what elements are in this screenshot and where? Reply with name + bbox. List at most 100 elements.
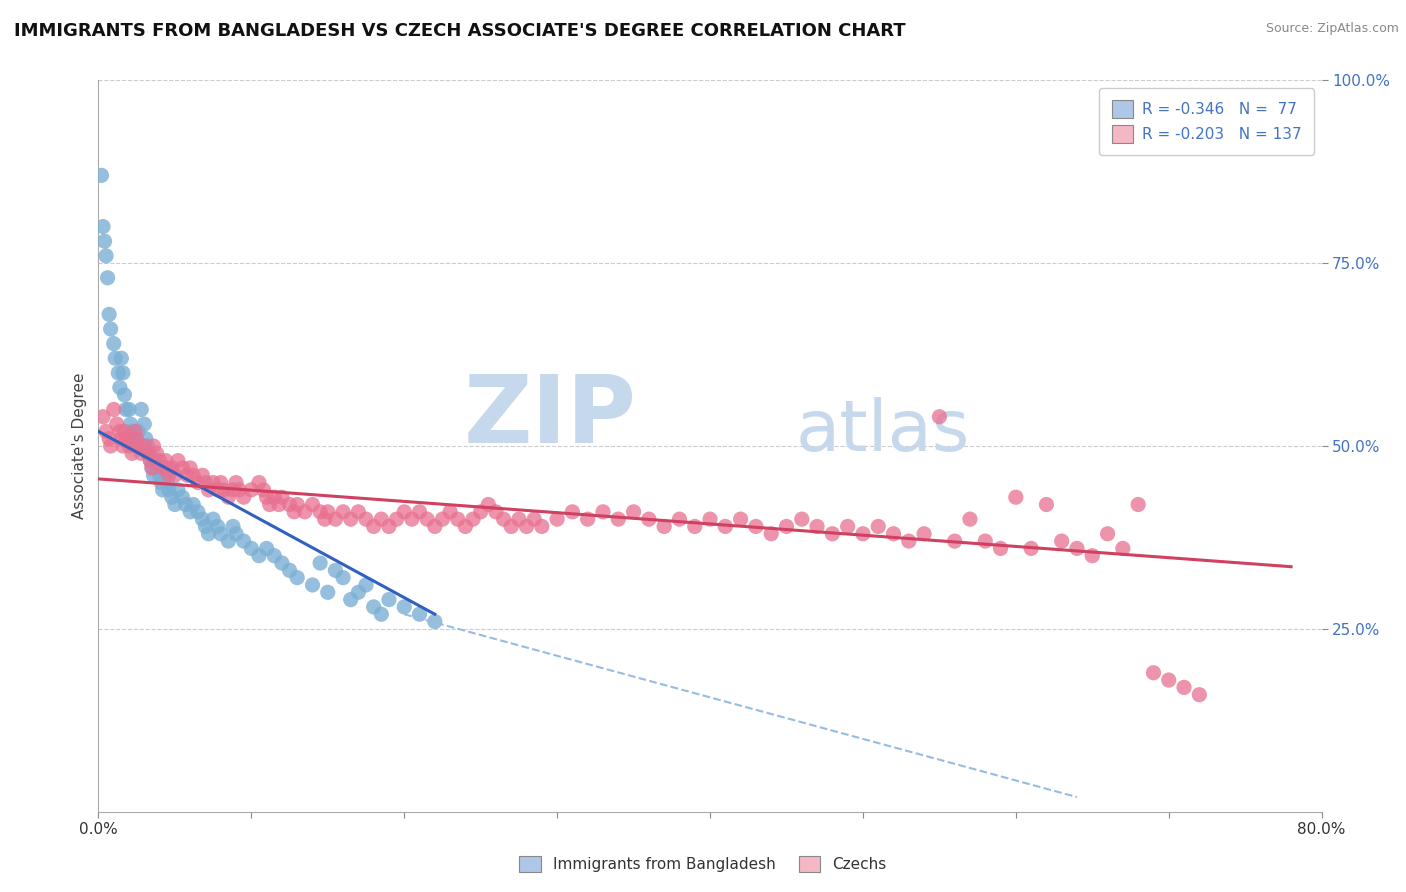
Point: [683, 519, 706, 533]
Legend: R = -0.346   N =  77, R = -0.203   N = 137: R = -0.346 N = 77, R = -0.203 N = 137: [1099, 88, 1315, 155]
Point: [172, 461, 194, 475]
Point: [401, 512, 423, 526]
Point: [172, 490, 194, 504]
Point: [222, 483, 245, 497]
Point: [91, 409, 114, 424]
Point: [197, 526, 219, 541]
Point: [316, 585, 339, 599]
Point: [217, 490, 239, 504]
Point: [115, 402, 138, 417]
Point: [363, 519, 385, 533]
Point: [145, 446, 167, 460]
Point: [194, 475, 217, 490]
Point: [339, 592, 361, 607]
Point: [136, 439, 159, 453]
Point: [103, 402, 125, 417]
Point: [207, 519, 229, 533]
Point: [263, 549, 285, 563]
Point: [1004, 490, 1026, 504]
Point: [1142, 665, 1164, 680]
Point: [928, 409, 950, 424]
Point: [94, 249, 117, 263]
Point: [267, 498, 290, 512]
Point: [1081, 549, 1104, 563]
Point: [156, 475, 179, 490]
Point: [347, 585, 370, 599]
Point: [142, 468, 165, 483]
Point: [141, 461, 163, 475]
Point: [127, 425, 149, 439]
Point: [278, 563, 301, 577]
Point: [363, 599, 385, 614]
Point: [378, 519, 401, 533]
Point: [270, 490, 292, 504]
Point: [278, 498, 301, 512]
Point: [332, 571, 354, 585]
Point: [118, 439, 141, 453]
Point: [240, 483, 263, 497]
Point: [897, 534, 920, 549]
Point: [152, 483, 174, 497]
Point: [1035, 498, 1057, 512]
Point: [134, 417, 156, 431]
Point: [1097, 526, 1119, 541]
Point: [423, 615, 446, 629]
Point: [135, 432, 157, 446]
Point: [232, 534, 254, 549]
Point: [668, 512, 690, 526]
Point: [623, 505, 645, 519]
Point: [309, 505, 332, 519]
Point: [156, 461, 179, 475]
Point: [149, 453, 172, 467]
Point: [759, 526, 782, 541]
Point: [129, 446, 152, 460]
Point: [139, 453, 162, 467]
Point: [959, 512, 981, 526]
Point: [110, 351, 132, 366]
Point: [806, 519, 828, 533]
Point: [301, 578, 323, 592]
Point: [129, 402, 152, 417]
Point: [149, 468, 172, 483]
Point: [821, 526, 844, 541]
Point: [176, 468, 198, 483]
Point: [247, 475, 270, 490]
Point: [191, 468, 214, 483]
Point: [225, 526, 247, 541]
Point: [516, 519, 538, 533]
Point: [263, 490, 285, 504]
Point: [714, 519, 737, 533]
Point: [134, 439, 156, 453]
Point: [155, 468, 177, 483]
Point: [247, 549, 270, 563]
Point: [354, 512, 377, 526]
Point: [607, 512, 630, 526]
Point: [883, 526, 905, 541]
Point: [108, 425, 131, 439]
Point: [93, 234, 115, 248]
Point: [325, 512, 347, 526]
Point: [122, 432, 145, 446]
Point: [354, 578, 377, 592]
Point: [370, 512, 392, 526]
Point: [270, 556, 292, 570]
Point: [125, 432, 148, 446]
Point: [530, 519, 553, 533]
Point: [94, 425, 117, 439]
Point: [408, 505, 430, 519]
Point: [470, 505, 492, 519]
Point: [163, 498, 186, 512]
Point: [217, 534, 239, 549]
Point: [259, 498, 281, 512]
Point: [1066, 541, 1088, 556]
Point: [152, 461, 174, 475]
Point: [100, 439, 122, 453]
Point: [256, 490, 278, 504]
Point: [775, 519, 797, 533]
Point: [209, 475, 232, 490]
Point: [416, 512, 439, 526]
Text: atlas: atlas: [796, 397, 970, 466]
Point: [97, 270, 120, 285]
Point: [212, 483, 235, 497]
Point: [423, 519, 446, 533]
